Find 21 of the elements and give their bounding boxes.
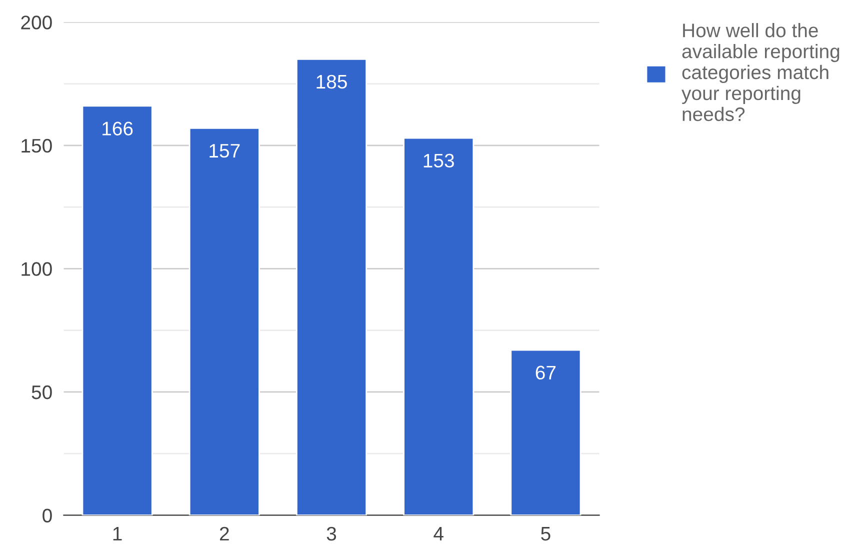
bar [296,58,368,516]
y-tick-label: 50 [32,385,52,400]
x-tick-label: 5 [541,527,550,541]
legend-label: How well do the available reporting categories match your reporting needs? [682,23,840,122]
y-tick-label: 0 [42,508,52,522]
x-tick-label: 3 [326,526,336,541]
bar [510,349,582,516]
y-tick-label: 100 [22,262,52,276]
y-tick-label: 150 [22,138,52,153]
data-label: 157 [210,144,240,158]
data-label: 153 [424,154,454,168]
bar [403,137,474,516]
data-label: 166 [102,122,133,136]
data-label: 185 [316,74,347,89]
y-tick-label: 200 [21,16,52,30]
x-tick-label: 1 [113,527,122,540]
x-tick-label: 2 [220,526,229,540]
data-label: 67 [536,366,556,380]
bar [82,105,153,516]
bar [188,127,260,516]
x-tick-label: 4 [434,527,444,540]
